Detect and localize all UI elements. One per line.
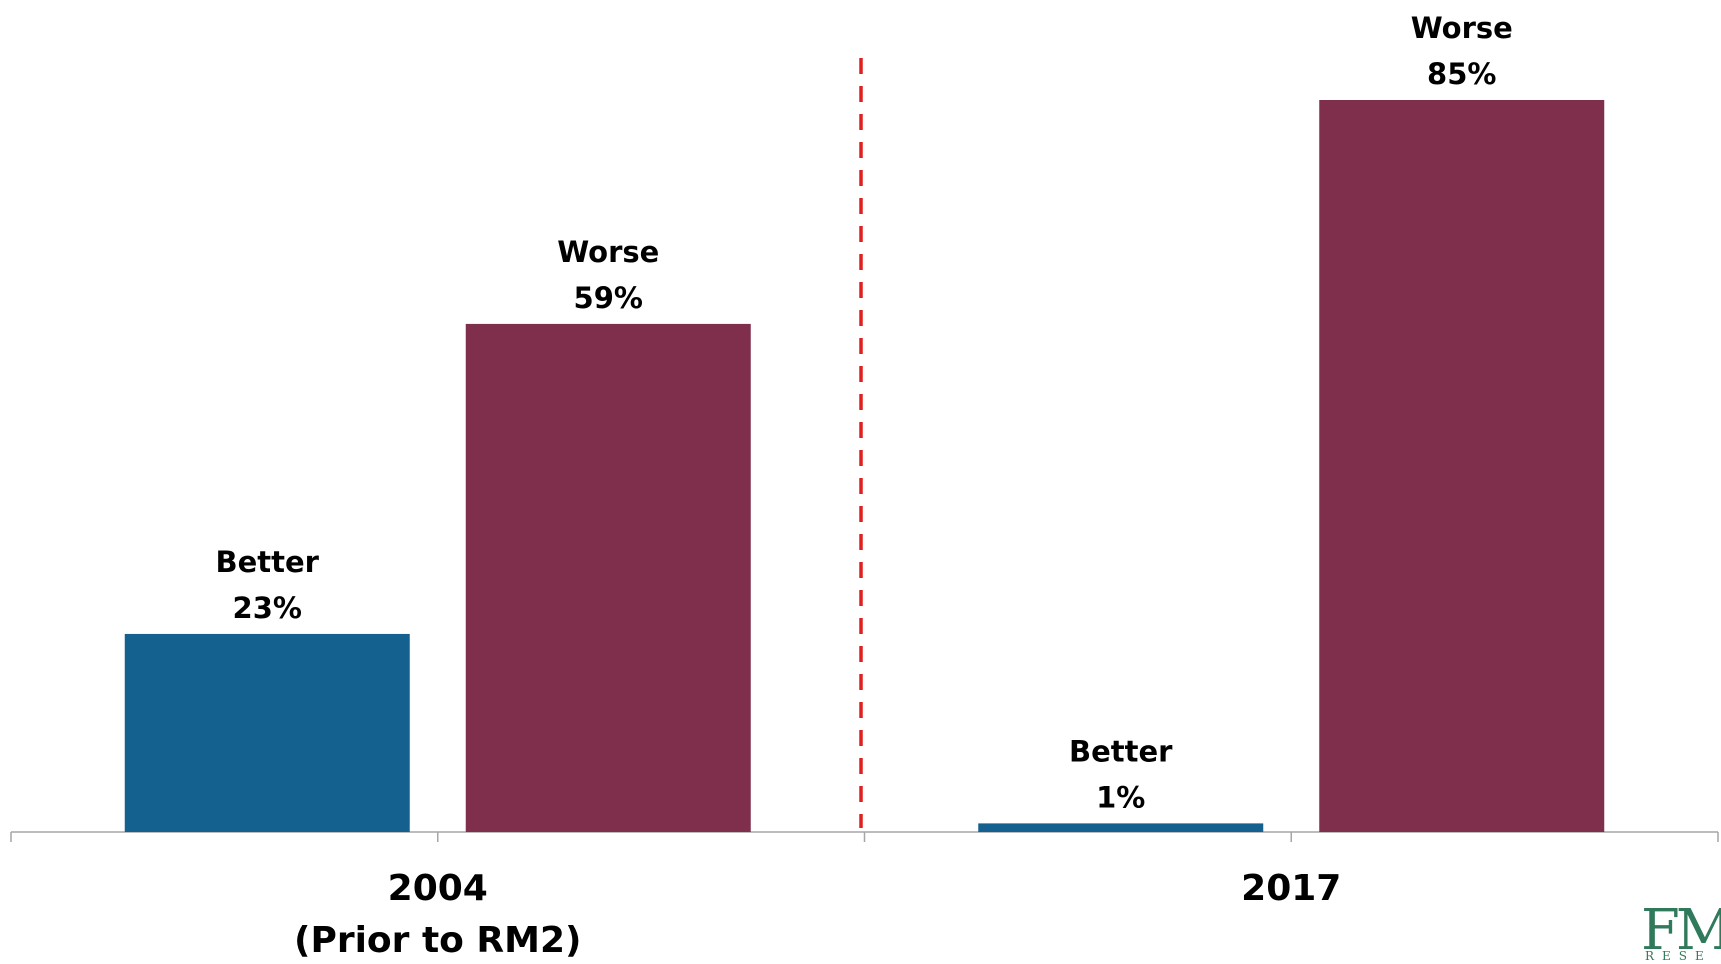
bar-label-value: 23% <box>233 591 302 625</box>
bar-2017-better <box>978 823 1264 832</box>
bar-label-value: 59% <box>574 281 643 315</box>
category-sublabel: (Prior to RM2) <box>294 920 581 961</box>
bars <box>124 100 1605 832</box>
company-logo: FM RESE <box>1641 903 1721 964</box>
logo-subtext: RESE <box>1645 949 1712 963</box>
logo-mark: FM <box>1641 903 1721 963</box>
category-label: 2017 <box>1241 868 1341 909</box>
bar-2017-worse <box>1319 100 1605 832</box>
bar-label-value: 85% <box>1427 57 1496 91</box>
bar-label-name: Worse <box>557 235 659 269</box>
x-axis <box>10 831 1719 842</box>
bar-2004-worse <box>465 323 751 832</box>
bar-2004-better <box>124 633 410 832</box>
bar-label-name: Better <box>1069 734 1173 768</box>
category-labels: 2004 (Prior to RM2) 2017 <box>294 868 1341 961</box>
bar-label-name: Worse <box>1411 11 1513 45</box>
bar-label-name: Better <box>216 545 320 579</box>
category-label: 2004 <box>388 868 488 909</box>
bar-labels: Better 23% Worse 59% Better 1% Worse 85% <box>216 11 1513 814</box>
bar-label-value: 1% <box>1096 780 1145 814</box>
